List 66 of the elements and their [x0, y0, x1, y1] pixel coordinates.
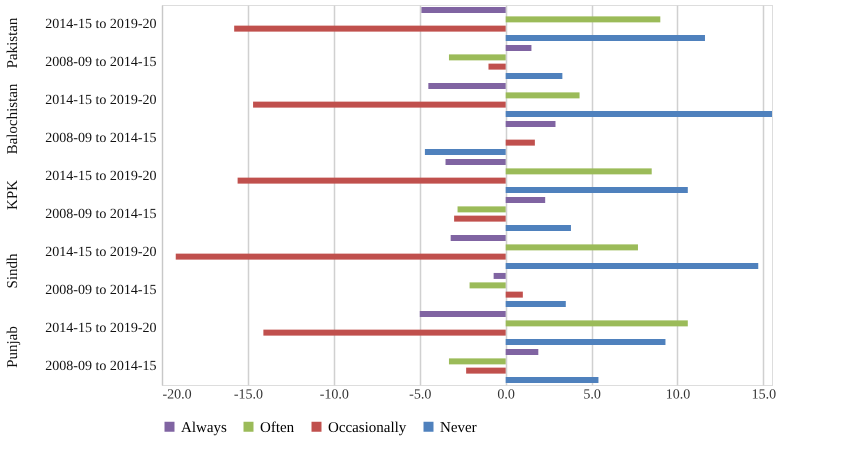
bar [494, 272, 506, 279]
x-tick-label: -15.0 [234, 388, 263, 402]
bar [506, 244, 638, 250]
legend-label: Often [260, 420, 295, 436]
bar [506, 44, 532, 51]
bar [506, 35, 705, 42]
legend-label: Always [181, 420, 227, 436]
y-tick-label: 2014-15 to 2019-20 [45, 93, 156, 108]
y-tick-label: 2008-09 to 2014-15 [45, 131, 156, 146]
bar [176, 254, 506, 260]
bar [506, 92, 580, 98]
bar [506, 140, 535, 146]
bar [506, 348, 538, 355]
bar [506, 263, 758, 270]
bar [234, 26, 506, 32]
y-tick-label: 2008-09 to 2014-15 [45, 55, 156, 70]
legend-label: Occasionally [328, 420, 407, 436]
y-tick-label: 2008-09 to 2014-15 [45, 207, 156, 222]
bar [458, 206, 506, 212]
bar [506, 377, 598, 384]
bar [506, 301, 566, 308]
bar [506, 120, 556, 127]
legend-label: Never [440, 420, 477, 436]
x-tick-label: 0.0 [497, 388, 515, 402]
y-tick-label: 2014-15 to 2019-20 [45, 245, 156, 260]
bar [470, 282, 506, 288]
bar [446, 158, 506, 165]
y-tick-label: 2014-15 to 2019-20 [45, 321, 156, 336]
text: KPK [5, 180, 21, 210]
bar [506, 16, 660, 22]
bar [420, 310, 506, 317]
x-tick-label: -10.0 [320, 388, 349, 402]
bar [488, 64, 506, 70]
x-tick-label: 10.0 [666, 388, 690, 402]
y-tick-label: 2008-09 to 2014-15 [45, 283, 156, 298]
bar [238, 178, 506, 184]
bar [506, 320, 688, 326]
text: Pakistan [5, 17, 21, 68]
x-tick-label: -20.0 [162, 388, 192, 402]
bar [454, 216, 506, 222]
bar [506, 187, 688, 194]
bar [421, 6, 506, 13]
bar [466, 368, 506, 374]
y-tick-label: 2008-09 to 2014-15 [45, 359, 156, 374]
bar [253, 102, 506, 108]
x-tick-label: 15.0 [752, 388, 776, 402]
bar [506, 292, 523, 298]
bar [448, 54, 506, 60]
bar [506, 225, 571, 232]
bar [263, 330, 506, 336]
bar [506, 73, 562, 80]
y-tick-label: 2014-15 to 2019-20 [45, 169, 156, 184]
x-tick-label: 5.0 [583, 388, 601, 402]
bar [506, 111, 772, 118]
text: Balochistan [5, 83, 21, 154]
bar [506, 168, 652, 174]
bar [424, 149, 506, 156]
bar [428, 82, 506, 89]
bar [506, 196, 546, 203]
text: Punjab [5, 326, 21, 368]
bar [506, 339, 666, 346]
text: Sindh [5, 253, 21, 289]
bar [448, 358, 506, 364]
x-tick-label: -5.0 [409, 388, 432, 402]
y-tick-label: 2014-15 to 2019-20 [45, 17, 156, 32]
bar [450, 234, 506, 241]
